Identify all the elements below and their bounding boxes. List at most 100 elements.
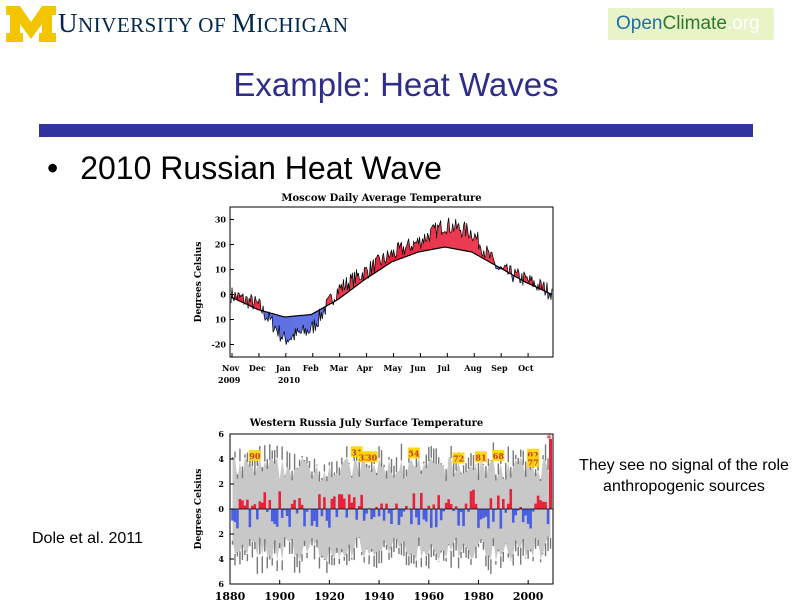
chart2-xtick-label: 2000 bbox=[513, 590, 544, 603]
chart2-warm-bar bbox=[360, 494, 363, 509]
chart1-warm-anomaly bbox=[449, 231, 451, 249]
chart1-warm-anomaly bbox=[351, 272, 353, 290]
chart2-warm-bar bbox=[464, 503, 468, 509]
chart1-warm-anomaly bbox=[468, 236, 470, 252]
chart2-warm-bar bbox=[447, 499, 450, 509]
chart2-cold-bar bbox=[529, 509, 532, 529]
chart2-cold-bar bbox=[429, 509, 433, 528]
chart2-cold-bar bbox=[390, 509, 393, 524]
chart2-cold-bar bbox=[452, 509, 455, 512]
chart1-climatology-line bbox=[230, 246, 553, 318]
chart2-cold-bar bbox=[477, 509, 480, 528]
chart1-cold-anomaly bbox=[300, 315, 302, 334]
chart2-cold-bar bbox=[511, 509, 515, 523]
chart1-warm-anomaly bbox=[517, 268, 519, 279]
chart2-warm-bar bbox=[449, 504, 453, 509]
chart2-ytick-label: 4 bbox=[218, 454, 224, 464]
chart2-warm-bar bbox=[347, 494, 351, 509]
chart2-warm-bar bbox=[330, 498, 334, 509]
chart1-warm-anomaly bbox=[241, 295, 243, 303]
chart1-warm-anomaly bbox=[504, 265, 506, 272]
chart1-warm-anomaly bbox=[441, 232, 443, 248]
chart2-year-label: 33 bbox=[359, 452, 371, 462]
chart2-warm-bar bbox=[350, 502, 354, 509]
chart1-warm-anomaly bbox=[433, 224, 435, 250]
chart2-warm-bar bbox=[474, 503, 478, 509]
chart2-cold-bar bbox=[315, 509, 319, 527]
chart1-warm-anomaly bbox=[461, 234, 463, 251]
chart2-warm-bar bbox=[506, 503, 510, 509]
chart2-cold-bar bbox=[236, 509, 239, 529]
chart1-warm-anomaly bbox=[447, 217, 449, 248]
chart1-warm-anomaly bbox=[329, 293, 331, 305]
chart1-cold-anomaly bbox=[281, 316, 283, 340]
chart2-cold-bar bbox=[424, 509, 428, 522]
chart1-warm-anomaly bbox=[364, 267, 366, 280]
chart2-ytick-label: 0 bbox=[218, 504, 224, 514]
chart2-cold-bar bbox=[273, 509, 277, 524]
chart2-cold-bar bbox=[514, 509, 518, 516]
chart2-cold-bar bbox=[377, 509, 381, 517]
chart2-cold-bar bbox=[499, 509, 503, 529]
chart2-warm-bar bbox=[293, 499, 296, 509]
bullet-point: • 2010 Russian Heat Wave bbox=[47, 150, 442, 187]
chart1-warm-anomaly bbox=[365, 267, 367, 280]
chart1-ytick-label: -20 bbox=[212, 340, 227, 350]
chart2-warm-bar bbox=[238, 498, 242, 509]
chart2-warm-bar bbox=[375, 506, 378, 509]
chart1-month-label: Jun bbox=[409, 363, 426, 373]
chart1-month-label: Sep bbox=[491, 363, 508, 373]
chart1-warm-anomaly bbox=[456, 225, 458, 250]
chart2-year-label: 54 bbox=[408, 449, 420, 459]
openclimate-logo: OpenClimate.org bbox=[608, 8, 774, 40]
chart1-cold-anomaly bbox=[305, 314, 307, 336]
chart2-warm-bar bbox=[261, 502, 264, 509]
chart1-warm-anomaly bbox=[453, 227, 455, 249]
chart2-cold-bar bbox=[546, 509, 550, 525]
chart2-year-label-bg bbox=[407, 447, 420, 459]
chart1-warm-anomaly bbox=[444, 231, 446, 248]
chart2-cold-bar bbox=[270, 509, 274, 522]
chart1-warm-anomaly bbox=[515, 272, 517, 278]
chart1-warm-anomaly bbox=[475, 236, 477, 255]
chart2-warm-bar bbox=[333, 496, 336, 509]
chart2-title: Western Russia July Surface Temperature bbox=[249, 418, 483, 429]
chart2-cold-bar bbox=[494, 509, 498, 510]
chart2-cold-bar bbox=[370, 509, 373, 520]
chart1-ytick-label: 20 bbox=[215, 240, 227, 250]
chart1-cold-anomaly bbox=[276, 314, 278, 332]
chart2-cold-bar bbox=[288, 509, 291, 527]
chart2-cold-bar bbox=[265, 509, 269, 513]
chart2-warm-bar bbox=[268, 499, 272, 509]
chart1-frame bbox=[229, 206, 554, 358]
chart1-month-label: Jul bbox=[436, 363, 450, 373]
side-note: They see no signal of the role anthropog… bbox=[579, 457, 789, 495]
chart2-cold-bar bbox=[231, 509, 234, 521]
chart1-warm-anomaly bbox=[516, 268, 518, 278]
chart1-cold-anomaly bbox=[286, 316, 288, 345]
chart2-cold-bar bbox=[387, 509, 391, 514]
chart1-cold-anomaly bbox=[295, 315, 297, 336]
chart1-warm-anomaly bbox=[388, 255, 390, 264]
chart1-warm-anomaly bbox=[455, 218, 457, 250]
chart2-cold-bar bbox=[484, 509, 488, 517]
chart1-year-label: 2009 bbox=[218, 375, 241, 385]
chart2-warm-bar bbox=[544, 501, 547, 509]
chart2-warm-bar bbox=[352, 497, 356, 509]
chart1-warm-anomaly bbox=[256, 300, 258, 310]
chart2-year-label-bg bbox=[527, 456, 540, 468]
chart2-cold-bar bbox=[362, 509, 366, 521]
chart2-ylabel: Degrees Celsius bbox=[194, 469, 204, 550]
chart1-ylabel: Degrees Celsius bbox=[194, 242, 204, 323]
chart2-cold-bar bbox=[335, 509, 339, 518]
chart1-warm-anomaly bbox=[387, 250, 389, 265]
chart2-warm-bar bbox=[395, 503, 398, 509]
chart1-cold-anomaly bbox=[307, 314, 309, 334]
chart1-warm-anomaly bbox=[380, 263, 382, 270]
chart1-warm-anomaly bbox=[422, 238, 424, 252]
chart1-month-label: May bbox=[384, 363, 403, 373]
chart2-cold-bar bbox=[285, 509, 289, 517]
chart2-cold-bar bbox=[524, 509, 527, 516]
chart1-cold-anomaly bbox=[292, 316, 294, 337]
chart2-year-label-bg bbox=[474, 451, 487, 463]
